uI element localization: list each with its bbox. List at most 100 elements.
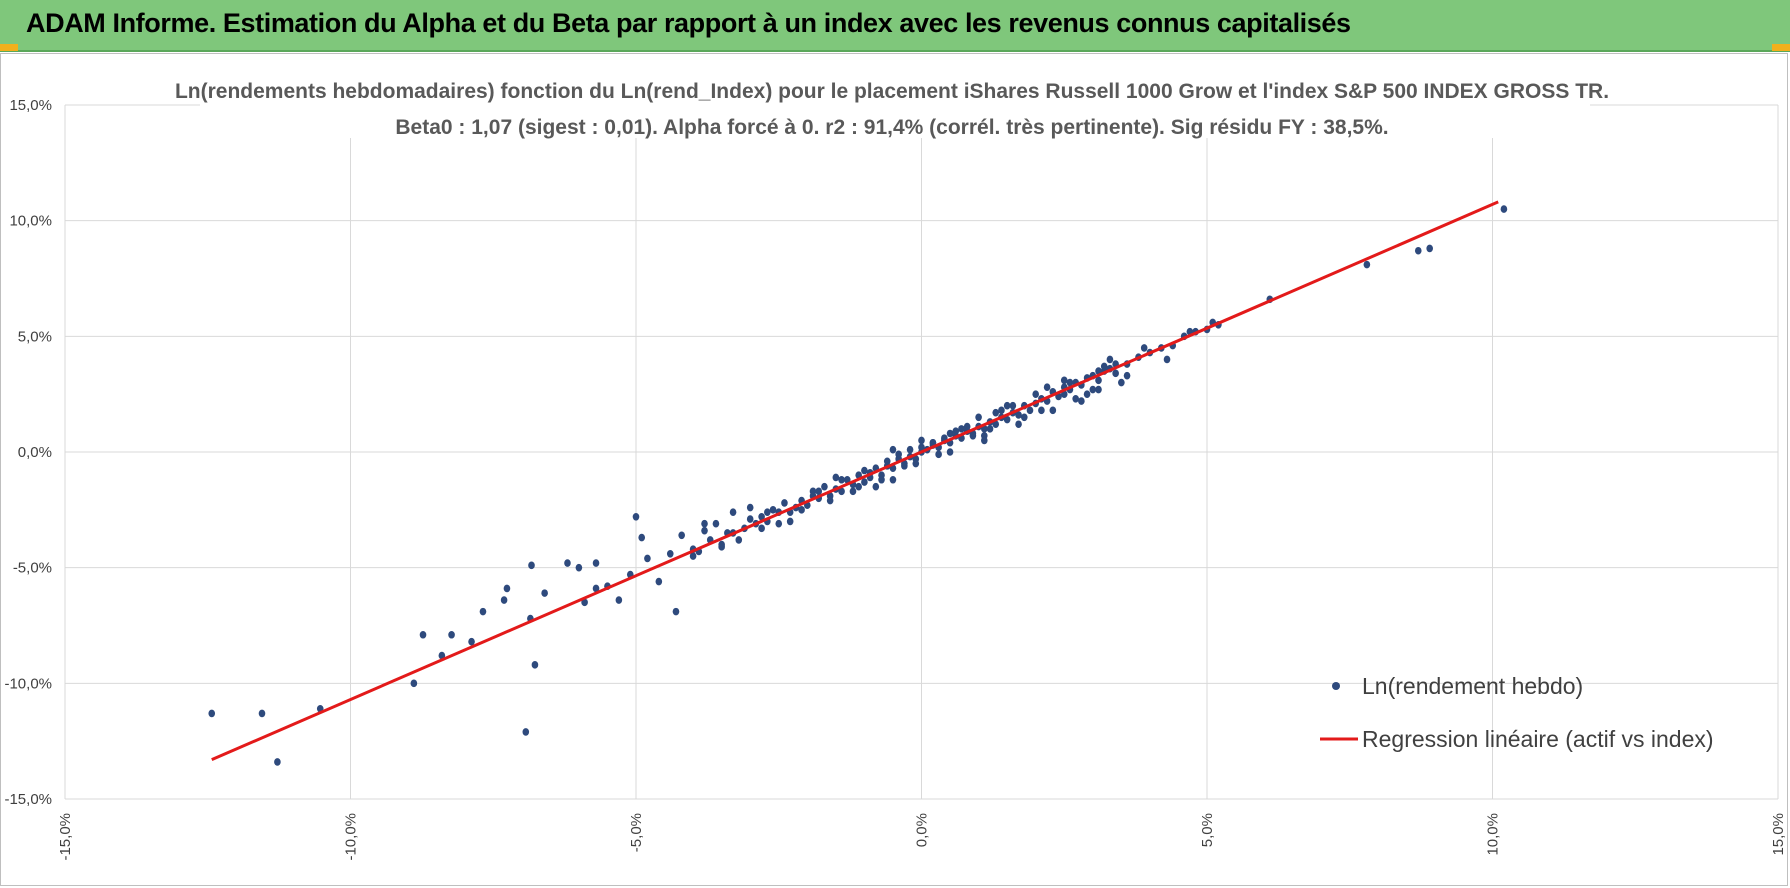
- data-point: [861, 466, 868, 475]
- data-point: [1003, 415, 1011, 424]
- data-point: [946, 429, 954, 438]
- data-point: [1112, 369, 1119, 378]
- data-point: [1026, 406, 1034, 415]
- report-header: ADAM Informe. Estimation du Alpha et du …: [0, 0, 1790, 52]
- data-point: [786, 517, 794, 526]
- data-point: [735, 536, 743, 544]
- data-point: [861, 478, 868, 486]
- data-point: [438, 651, 446, 660]
- data-point: [1363, 260, 1371, 269]
- data-point: [998, 406, 1005, 415]
- data-point: [632, 512, 640, 521]
- y-tick-label: 5,0%: [18, 328, 52, 345]
- data-point: [872, 482, 880, 491]
- data-point: [689, 552, 697, 560]
- data-point: [1123, 371, 1131, 380]
- data-point: [592, 584, 600, 593]
- x-tick-label: -10,0%: [343, 813, 360, 861]
- data-point: [468, 637, 475, 646]
- data-point: [1426, 244, 1433, 253]
- chart-subtitle: Beta0 : 1,07 (sigest : 0,01). Alpha forc…: [395, 116, 1388, 139]
- legend-marker-points: [1332, 682, 1340, 690]
- y-tick-label: -10,0%: [4, 675, 52, 692]
- data-point: [878, 475, 885, 484]
- data-point: [479, 607, 487, 616]
- scatter-points: [208, 205, 1508, 766]
- regression-line: [211, 200, 1499, 762]
- data-point: [883, 457, 891, 466]
- data-point: [1100, 362, 1108, 371]
- report-title: ADAM Informe. Estimation du Alpha et du …: [26, 8, 1351, 38]
- data-point: [575, 563, 583, 572]
- data-point: [1049, 406, 1057, 415]
- data-point: [912, 459, 920, 468]
- data-point: [986, 425, 994, 433]
- y-tick-label: 15,0%: [9, 97, 52, 114]
- data-point: [946, 448, 954, 456]
- data-point: [503, 584, 511, 593]
- legend: Ln(rendement hebdo) Regression linéaire …: [1320, 673, 1714, 752]
- data-point: [1072, 394, 1079, 403]
- y-axis-ticks: -15,0% -10,0% -5,0% 0,0% 5,0% 10,0% 15,0%: [4, 97, 52, 808]
- data-point: [644, 554, 651, 563]
- data-point: [581, 598, 588, 607]
- data-point: [764, 508, 771, 516]
- data-point: [918, 443, 925, 452]
- data-point: [1009, 401, 1017, 410]
- data-point: [981, 436, 988, 445]
- data-point: [410, 679, 418, 688]
- data-point: [1003, 401, 1011, 410]
- x-axis-ticks: -15,0% -10,0% -5,0% 0,0% 5,0% 10,0% 15,0%: [57, 813, 1787, 861]
- data-point: [889, 475, 897, 484]
- data-point: [838, 475, 845, 484]
- data-point: [672, 607, 680, 616]
- y-tick-label: 10,0%: [9, 213, 52, 230]
- data-point: [895, 450, 902, 459]
- data-point: [1078, 397, 1085, 405]
- data-point: [564, 559, 571, 567]
- x-tick-label: -5,0%: [628, 813, 645, 852]
- data-point: [419, 630, 427, 639]
- data-point: [1500, 205, 1508, 213]
- data-point: [1140, 344, 1148, 352]
- data-point: [1095, 385, 1102, 394]
- data-point: [541, 589, 548, 597]
- data-point: [678, 531, 685, 540]
- data-point: [769, 506, 777, 514]
- data-point: [208, 709, 216, 718]
- data-point: [701, 526, 708, 535]
- data-point: [729, 508, 737, 516]
- legend-label-points: Ln(rendement hebdo): [1362, 673, 1583, 699]
- data-point: [666, 549, 674, 558]
- data-point: [274, 758, 281, 766]
- y-tick-label: -15,0%: [4, 791, 52, 808]
- data-point: [775, 519, 783, 528]
- data-point: [832, 473, 840, 482]
- data-point: [1066, 378, 1074, 387]
- data-point: [500, 596, 508, 604]
- data-point: [1015, 411, 1022, 419]
- data-point: [1163, 355, 1171, 364]
- data-point: [1414, 246, 1422, 255]
- data-point: [969, 432, 977, 440]
- data-point: [718, 543, 725, 551]
- data-point: [838, 487, 845, 496]
- data-point: [958, 425, 965, 433]
- data-point: [522, 728, 530, 736]
- data-point: [821, 482, 828, 491]
- data-point: [1118, 378, 1125, 387]
- title-background: [200, 74, 1590, 138]
- legend-label-regression: Regression linéaire (actif vs index): [1362, 726, 1714, 752]
- data-point: [781, 499, 788, 507]
- data-point: [531, 661, 539, 669]
- x-tick-label: 10,0%: [1485, 813, 1502, 856]
- data-point: [992, 408, 1000, 417]
- x-tick-label: 5,0%: [1199, 813, 1216, 847]
- data-point: [1095, 376, 1102, 385]
- data-point: [798, 506, 805, 514]
- regression-line-group: [211, 200, 1499, 762]
- header-corner-mark-left: [0, 44, 18, 51]
- data-point: [1043, 383, 1051, 392]
- data-point: [1083, 390, 1091, 398]
